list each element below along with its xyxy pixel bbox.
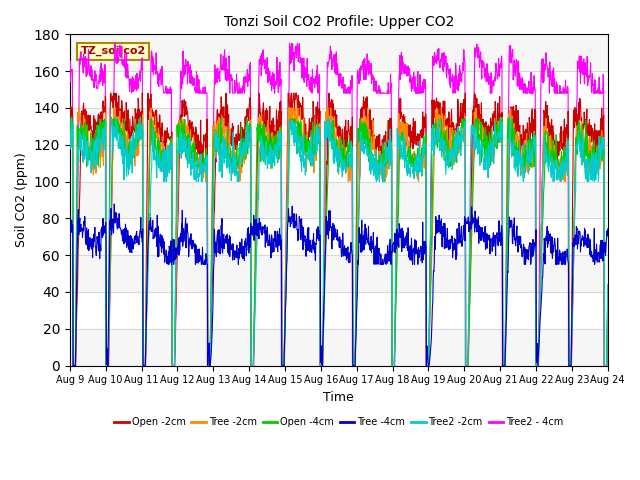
Bar [70, 35, 608, 71]
X-axis label: Time: Time [323, 391, 354, 404]
Text: TZ_soilco2: TZ_soilco2 [81, 46, 146, 56]
Legend: Open -2cm, Tree -2cm, Open -4cm, Tree -4cm, Tree2 -2cm, Tree2 - 4cm: Open -2cm, Tree -2cm, Open -4cm, Tree -4… [110, 413, 567, 431]
Bar [70, 255, 608, 292]
Bar [70, 181, 608, 218]
Bar [70, 108, 608, 145]
Y-axis label: Soil CO2 (ppm): Soil CO2 (ppm) [15, 153, 28, 247]
Title: Tonzi Soil CO2 Profile: Upper CO2: Tonzi Soil CO2 Profile: Upper CO2 [223, 15, 454, 29]
Bar [70, 329, 608, 365]
